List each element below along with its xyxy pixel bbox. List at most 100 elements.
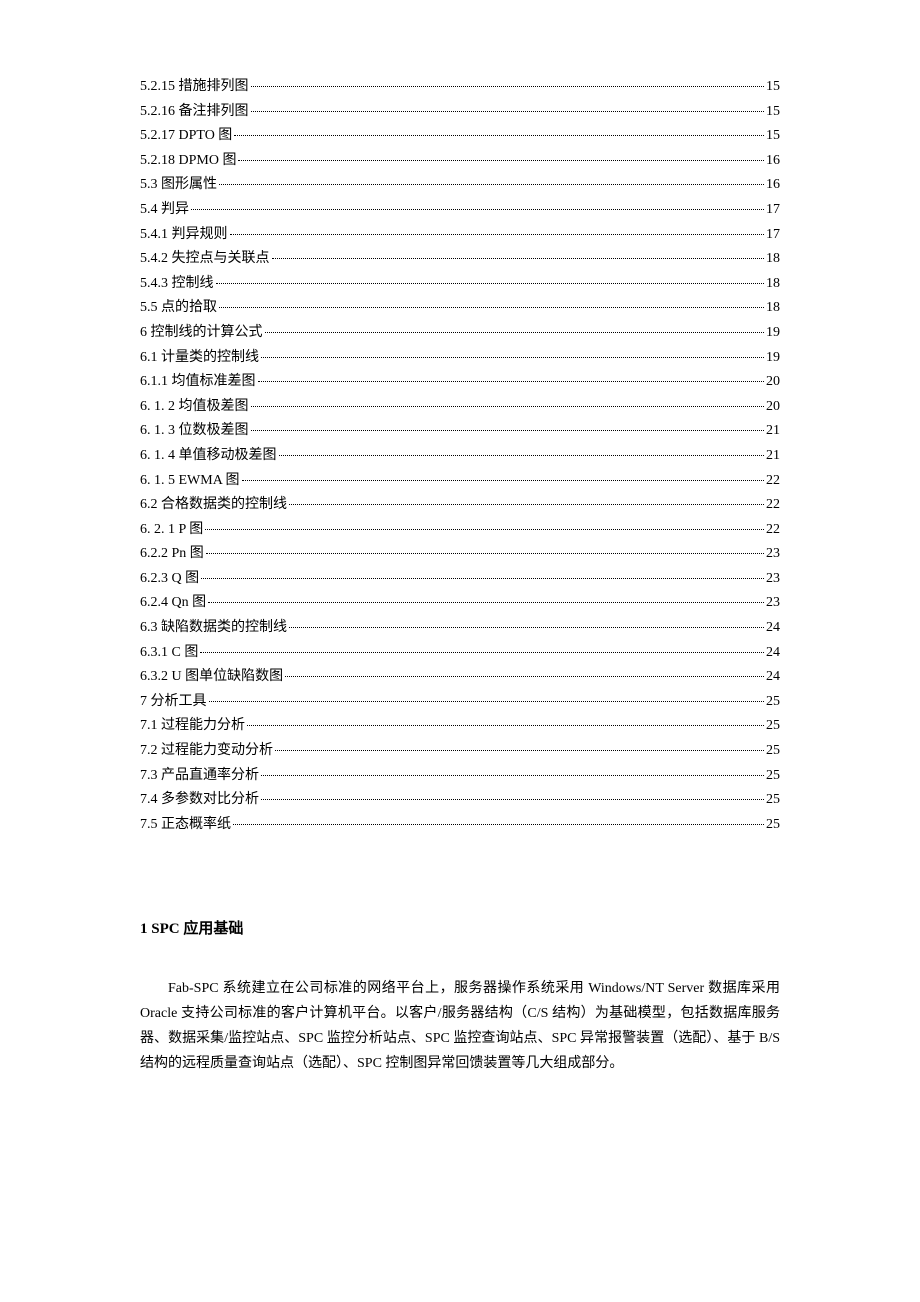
toc-entry-leader: [233, 824, 764, 825]
toc-entry-page: 22: [766, 469, 780, 494]
toc-entry-label: 6.2.2 Pn 图: [140, 542, 204, 567]
toc-entry-leader: [251, 406, 765, 407]
toc-entry-page: 15: [766, 124, 780, 149]
toc-entry: 5.4 判异17: [140, 198, 780, 223]
toc-entry-leader: [205, 529, 764, 530]
toc-entry-leader: [261, 775, 764, 776]
toc-entry: 6. 1. 5 EWMA 图 22: [140, 469, 780, 494]
toc-entry: 5.3 图形属性 16: [140, 173, 780, 198]
toc-entry-label: 6. 1. 3 位数极差图: [140, 419, 249, 444]
toc-entry: 6.3.1 C 图 24: [140, 641, 780, 666]
toc-entry-page: 17: [766, 223, 780, 248]
toc-entry-page: 22: [766, 493, 780, 518]
toc-entry-leader: [275, 750, 764, 751]
toc-entry-page: 24: [766, 641, 780, 666]
toc-entry-page: 16: [766, 149, 780, 174]
toc-entry: 6.2.4 Qn 图 23: [140, 591, 780, 616]
toc-entry-page: 24: [766, 665, 780, 690]
toc-entry-label: 7.4 多参数对比分析: [140, 788, 259, 813]
toc-entry-label: 7 分析工具: [140, 690, 207, 715]
toc-entry-label: 6.1 计量类的控制线: [140, 346, 259, 371]
toc-entry-page: 20: [766, 370, 780, 395]
toc-entry-label: 5.4.2 失控点与关联点: [140, 247, 270, 272]
toc-entry-leader: [238, 160, 764, 161]
toc-entry-page: 25: [766, 788, 780, 813]
toc-entry-page: 21: [766, 444, 780, 469]
toc-entry-page: 20: [766, 395, 780, 420]
table-of-contents: 5.2.15 措施排列图155.2.16 备注排列图155.2.17 DPTO …: [140, 75, 780, 837]
toc-entry-page: 25: [766, 764, 780, 789]
toc-entry-label: 6. 1. 4 单值移动极差图: [140, 444, 277, 469]
toc-entry-label: 6.3.1 C 图: [140, 641, 198, 666]
toc-entry: 7.1 过程能力分析25: [140, 714, 780, 739]
section-1: 1 SPC 应用基础 Fab-SPC 系统建立在公司标准的网络平台上，服务器操作…: [140, 917, 780, 1076]
toc-entry-leader: [279, 455, 765, 456]
toc-entry-page: 25: [766, 739, 780, 764]
toc-entry: 7.4 多参数对比分析 25: [140, 788, 780, 813]
toc-entry-label: 5.2.18 DPMO 图: [140, 149, 236, 174]
toc-entry: 6.1.1 均值标准差图 20: [140, 370, 780, 395]
toc-entry: 6. 2. 1 P 图22: [140, 518, 780, 543]
toc-entry-leader: [209, 701, 765, 702]
toc-entry-label: 5.4 判异: [140, 198, 189, 223]
toc-entry: 5.2.15 措施排列图15: [140, 75, 780, 100]
toc-entry-page: 15: [766, 100, 780, 125]
toc-entry: 6. 1. 2 均值极差图 20: [140, 395, 780, 420]
toc-entry: 5.5 点的拾取18: [140, 296, 780, 321]
toc-entry-page: 23: [766, 591, 780, 616]
toc-entry-label: 6.3.2 U 图单位缺陷数图: [140, 665, 283, 690]
toc-entry-leader: [242, 480, 764, 481]
toc-entry: 6.2.3 Q 图23: [140, 567, 780, 592]
toc-entry-page: 16: [766, 173, 780, 198]
toc-entry-leader: [265, 332, 765, 333]
toc-entry-label: 5.2.16 备注排列图: [140, 100, 249, 125]
toc-entry-page: 25: [766, 690, 780, 715]
toc-entry: 7 分析工具 25: [140, 690, 780, 715]
toc-entry-label: 6. 1. 5 EWMA 图: [140, 469, 240, 494]
toc-entry-page: 22: [766, 518, 780, 543]
toc-entry: 5.4.1 判异规则 17: [140, 223, 780, 248]
toc-entry-label: 6 控制线的计算公式: [140, 321, 263, 346]
toc-entry-label: 7.2 过程能力变动分析: [140, 739, 273, 764]
toc-entry: 5.2.18 DPMO 图 16: [140, 149, 780, 174]
toc-entry-leader: [251, 430, 765, 431]
toc-entry-label: 6.2 合格数据类的控制线: [140, 493, 287, 518]
toc-entry-leader: [289, 627, 764, 628]
toc-entry-leader: [272, 258, 765, 259]
toc-entry-leader: [219, 184, 764, 185]
toc-entry-label: 5.4.1 判异规则: [140, 223, 228, 248]
section-body: Fab-SPC 系统建立在公司标准的网络平台上，服务器操作系统采用 Window…: [140, 976, 780, 1076]
toc-entry: 6.3 缺陷数据类的控制线24: [140, 616, 780, 641]
toc-entry-label: 6. 1. 2 均值极差图: [140, 395, 249, 420]
toc-entry-page: 18: [766, 272, 780, 297]
toc-entry: 7.3 产品直通率分析25: [140, 764, 780, 789]
toc-entry: 5.2.16 备注排列图 15: [140, 100, 780, 125]
toc-entry-page: 25: [766, 813, 780, 838]
toc-entry: 6.1 计量类的控制线 19: [140, 346, 780, 371]
toc-entry-label: 5.3 图形属性: [140, 173, 217, 198]
toc-entry-leader: [219, 307, 764, 308]
toc-entry-page: 19: [766, 346, 780, 371]
toc-entry-leader: [261, 799, 764, 800]
toc-entry: 6.2 合格数据类的控制线 22: [140, 493, 780, 518]
toc-entry-label: 6.3 缺陷数据类的控制线: [140, 616, 287, 641]
toc-entry-page: 23: [766, 567, 780, 592]
toc-entry-page: 18: [766, 247, 780, 272]
toc-entry-leader: [191, 209, 764, 210]
toc-entry-label: 6.2.4 Qn 图: [140, 591, 206, 616]
toc-entry-leader: [285, 676, 764, 677]
toc-entry-leader: [251, 111, 765, 112]
toc-entry-label: 6.1.1 均值标准差图: [140, 370, 256, 395]
toc-entry: 5.4.3 控制线18: [140, 272, 780, 297]
toc-entry-leader: [206, 553, 764, 554]
toc-entry-label: 5.5 点的拾取: [140, 296, 217, 321]
toc-entry-leader: [208, 602, 764, 603]
toc-entry-leader: [216, 283, 765, 284]
toc-entry-leader: [258, 381, 765, 382]
toc-entry: 6.3.2 U 图单位缺陷数图 24: [140, 665, 780, 690]
toc-entry-page: 15: [766, 75, 780, 100]
toc-entry-page: 25: [766, 714, 780, 739]
toc-entry-leader: [261, 357, 764, 358]
toc-entry-leader: [201, 578, 764, 579]
toc-entry-leader: [234, 135, 764, 136]
